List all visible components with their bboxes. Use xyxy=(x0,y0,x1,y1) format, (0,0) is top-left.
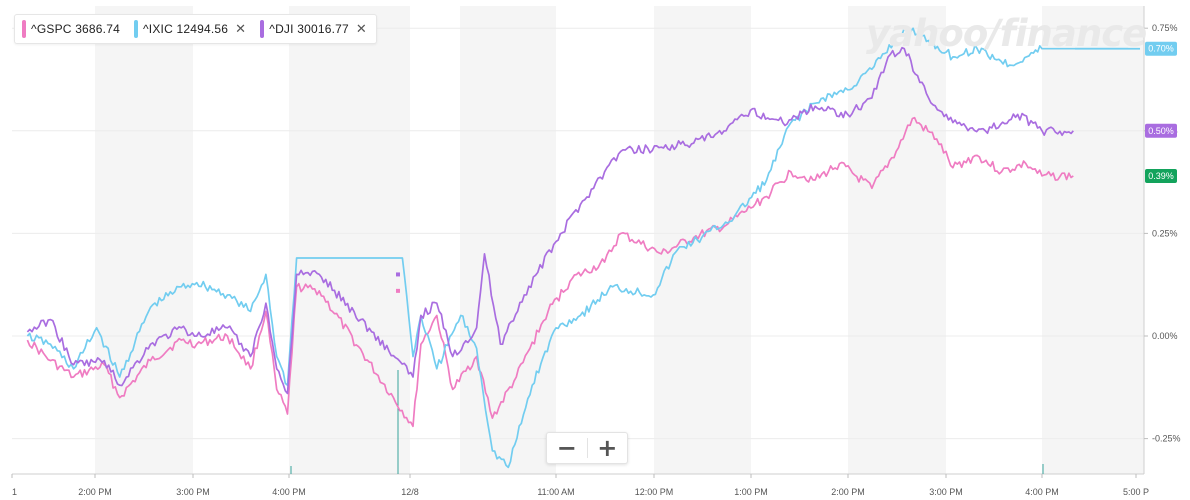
x-tick-label: 11:00 AM xyxy=(537,487,574,497)
x-tick-label: 12/8 xyxy=(401,487,419,497)
last-value-badge xyxy=(1145,41,1177,56)
dji-symbol: ^DJI xyxy=(269,22,294,36)
remove-ixic-icon[interactable]: ✕ xyxy=(235,21,247,36)
zoom-out-button[interactable]: − xyxy=(556,434,577,462)
gspc-value: 3686.74 xyxy=(75,22,120,36)
last-value-badge xyxy=(1145,123,1177,138)
legend: ^GSPC 3686.74 ^IXIC 12494.56 ✕ ^DJI 3001… xyxy=(14,14,377,44)
after-hours-marker xyxy=(396,272,400,277)
ixic-value: 12494.56 xyxy=(176,22,229,36)
x-tick-label: 4:00 PM xyxy=(272,487,306,497)
x-tick-label: 1 xyxy=(12,487,17,497)
y-tick-label: -0.25% xyxy=(1152,434,1181,444)
legend-chip-ixic[interactable]: ^IXIC 12494.56 ✕ xyxy=(130,18,252,40)
zoom-in-button[interactable]: + xyxy=(597,434,618,462)
last-value-badge xyxy=(1145,168,1177,183)
last-value-label: 0.39% xyxy=(1148,171,1174,181)
last-value-label: 0.70% xyxy=(1148,44,1174,54)
dji-color-swatch xyxy=(260,20,265,38)
last-value-label: 0.50% xyxy=(1148,126,1174,136)
x-tick-label: 3:00 PM xyxy=(929,487,963,497)
ixic-symbol: ^IXIC xyxy=(142,22,173,36)
y-tick-label: 0.00% xyxy=(1152,331,1178,341)
y-tick-label: 0.25% xyxy=(1152,228,1178,238)
hour-band xyxy=(1042,6,1144,474)
x-tick-label: 3:00 PM xyxy=(176,487,210,497)
y-tick-label: 0.75% xyxy=(1152,23,1178,33)
series-line-dji xyxy=(26,46,1074,395)
legend-chip-dji[interactable]: ^DJI 30016.77 ✕ xyxy=(256,18,373,40)
yahoo-finance-watermark: yahoo/finance xyxy=(866,12,1147,55)
x-tick-label: 5:00 P xyxy=(1123,487,1149,497)
x-tick-label: 2:00 PM xyxy=(831,487,865,497)
remove-dji-icon[interactable]: ✕ xyxy=(355,21,367,36)
legend-chip-gspc[interactable]: ^GSPC 3686.74 xyxy=(18,18,126,40)
hour-band xyxy=(654,6,751,474)
x-tick-label: 1:00 PM xyxy=(734,487,768,497)
after-hours-marker xyxy=(396,288,400,293)
ixic-color-swatch xyxy=(133,20,138,38)
x-tick-label: 12:00 PM xyxy=(635,487,674,497)
hour-band xyxy=(289,6,410,474)
series-line-gspc xyxy=(26,116,1074,428)
zoom-controls: − + xyxy=(546,432,628,464)
x-tick-label: 4:00 PM xyxy=(1025,487,1059,497)
dji-value: 30016.77 xyxy=(297,22,349,36)
hour-band xyxy=(95,6,193,474)
series-line-ixic xyxy=(26,26,1129,469)
x-tick-label: 2:00 PM xyxy=(78,487,112,497)
gspc-symbol: ^GSPC xyxy=(31,22,72,36)
hour-band xyxy=(460,6,556,474)
gspc-color-swatch xyxy=(22,20,26,38)
hour-band xyxy=(848,6,946,474)
zoom-divider xyxy=(586,438,588,458)
